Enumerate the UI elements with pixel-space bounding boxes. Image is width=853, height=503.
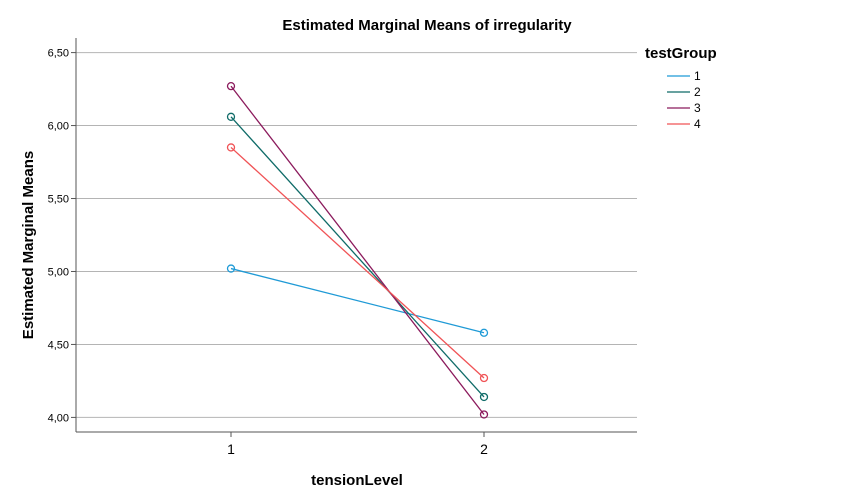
series-line <box>230 85 485 415</box>
data-point <box>226 264 236 273</box>
legend-item: 1 <box>667 69 701 83</box>
data-point <box>479 410 489 419</box>
y-axis-label: Estimated Marginal Means <box>20 151 37 339</box>
legend-item: 2 <box>667 85 701 99</box>
legend-label: 4 <box>694 117 701 131</box>
data-point <box>479 328 489 337</box>
data-point <box>226 143 236 152</box>
y-tick-label: 5,00 <box>48 266 69 278</box>
x-axis-label: tensionLevel <box>311 472 403 489</box>
legend-title: testGroup <box>645 45 717 62</box>
series-line <box>230 146 485 379</box>
series-line <box>230 267 485 334</box>
legend-label: 1 <box>694 69 701 83</box>
gridlines <box>76 52 637 418</box>
legend-item: 3 <box>667 101 701 115</box>
series-2 <box>226 112 489 402</box>
legend: testGroup 1 2 3 4 <box>645 45 717 131</box>
y-tick-label: 6,00 <box>48 121 69 133</box>
series-3 <box>226 82 489 419</box>
y-tick-label: 4,50 <box>48 339 69 351</box>
y-tick-label: 5,50 <box>48 194 69 206</box>
y-tick-label: 4,00 <box>48 412 69 424</box>
data-point <box>479 392 489 402</box>
data-point <box>226 112 236 121</box>
series-line <box>230 116 485 398</box>
y-axis-ticks: 4,00 4,50 5,00 5,50 6,00 6,50 <box>48 48 76 424</box>
x-tick-label: 1 <box>227 441 235 457</box>
data-point <box>479 373 489 383</box>
y-tick-label: 6,50 <box>48 48 69 60</box>
series-4 <box>226 143 489 383</box>
data-point <box>226 82 236 91</box>
x-tick-label: 2 <box>480 441 488 457</box>
legend-item: 4 <box>667 117 701 131</box>
legend-label: 3 <box>694 101 701 115</box>
series-layer <box>226 82 489 419</box>
plot-area <box>76 38 637 432</box>
chart-title: Estimated Marginal Means of irregularity <box>282 17 572 34</box>
legend-label: 2 <box>694 85 701 99</box>
series-1 <box>226 264 489 337</box>
